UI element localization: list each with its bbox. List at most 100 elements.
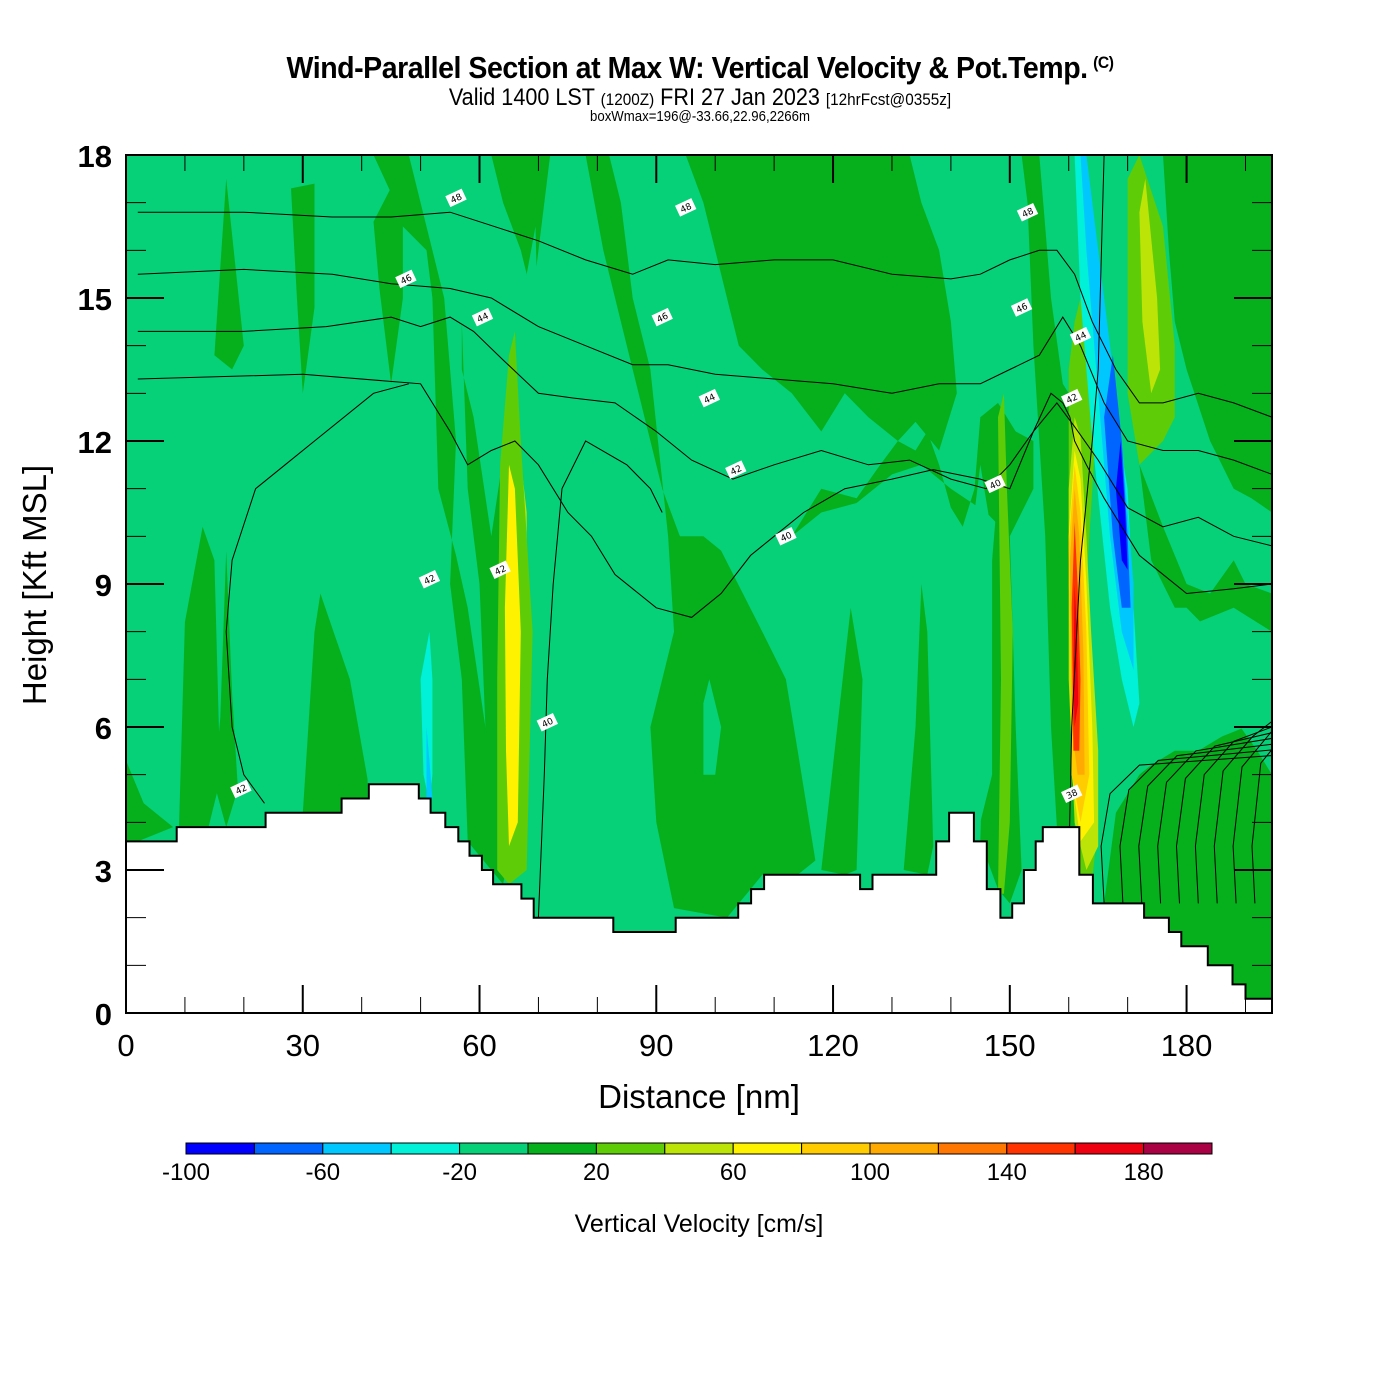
contour-label-text: 44 <box>476 311 491 325</box>
theta-contour-line <box>1100 755 1272 904</box>
velocity-region <box>685 155 957 451</box>
colorbar-swatch <box>322 1142 392 1155</box>
contour-label-text: 42 <box>729 464 744 478</box>
x-tick-labels: 0 30 60 90 120 150 180 <box>117 1028 1212 1063</box>
contour-label: 42 <box>230 779 252 799</box>
x-tick-label: 150 <box>984 1028 1036 1063</box>
y-tick-label: 12 <box>78 425 112 460</box>
x-tick-label: 0 <box>117 1028 134 1063</box>
colorbar-swatch <box>253 1142 324 1155</box>
velocity-region <box>573 488 633 823</box>
contour-label: 40 <box>984 474 1006 494</box>
velocity-region <box>1021 155 1081 828</box>
velocity-region <box>373 164 403 384</box>
contour-label-text: 46 <box>656 311 671 325</box>
theta-contour-line <box>225 383 409 804</box>
theta-contour-line <box>137 373 1272 618</box>
velocity-region <box>821 607 863 875</box>
contour-label-text: 40 <box>541 716 556 730</box>
chart-subtitle: Valid 1400 LST (1200Z) FRI 27 Jan 2023 [… <box>70 84 1330 112</box>
contour-label: 48 <box>445 188 467 208</box>
theta-contour-line <box>137 316 1272 547</box>
contour-label-text: 40 <box>988 478 1003 492</box>
contour-labels: 48 48 48 46 46 46 44 44 44 42 42 42 42 42 40 40 40 38 <box>230 188 1092 803</box>
x-tick-label: 120 <box>807 1028 859 1063</box>
velocity-region <box>1104 717 1272 999</box>
colorbar-swatch <box>937 1142 1008 1155</box>
velocity-region <box>126 760 174 842</box>
colorbar-tick-label: -20 <box>442 1159 477 1186</box>
contour-label-text: 48 <box>449 192 464 206</box>
velocity-region <box>903 584 934 875</box>
theta-contour-line <box>1251 709 1272 904</box>
y-tick-label: 3 <box>95 854 112 889</box>
colorbar-swatch <box>459 1142 529 1155</box>
copyright-mark: (C) <box>1093 53 1114 72</box>
velocity-region <box>302 593 368 813</box>
colorbar-tick-label: -60 <box>305 1159 340 1186</box>
contour-label: 46 <box>651 307 673 327</box>
contour-label: 42 <box>1061 388 1083 408</box>
theta-contour-line <box>1157 737 1272 904</box>
terrain-mask <box>125 783 1273 1014</box>
plot-frame <box>125 154 1273 1014</box>
velocity-region <box>1139 464 1272 632</box>
velocity-fills <box>126 155 1272 999</box>
colorbar-swatch <box>185 1142 255 1155</box>
contour-label: 40 <box>775 527 797 546</box>
velocity-region <box>585 155 816 918</box>
y-tick-label: 9 <box>95 568 112 603</box>
velocity-region <box>504 464 521 847</box>
theta-contour-line <box>1138 743 1272 904</box>
contour-label-text: 42 <box>1065 393 1080 407</box>
velocity-region <box>791 402 1034 537</box>
y-tick-label: 0 <box>95 997 112 1032</box>
contour-label-text: 42 <box>423 574 438 588</box>
contour-label: 40 <box>536 712 558 732</box>
theta-contour-line <box>1213 720 1272 904</box>
chart-title: Wind-Parallel Section at Max W: Vertical… <box>56 50 1344 86</box>
contour-label-text: 40 <box>779 531 794 545</box>
colorbar-tick-label: 20 <box>583 1159 610 1186</box>
contour-label-text: 46 <box>1015 302 1030 316</box>
velocity-region <box>179 526 221 828</box>
colorbar-swatch <box>869 1142 939 1155</box>
x-tick-label: 90 <box>639 1028 673 1063</box>
velocity-region <box>426 727 433 804</box>
contour-label-text: 42 <box>234 783 249 797</box>
velocity-region <box>1115 441 1128 570</box>
colorbar-swatch <box>732 1142 803 1155</box>
theta-contour-line <box>1194 726 1272 904</box>
velocity-region <box>1163 155 1272 513</box>
contour-label: 48 <box>675 198 697 217</box>
colorbar-title: Vertical Velocity [cm/s] <box>575 1210 824 1238</box>
contour-label: 42 <box>418 569 441 589</box>
contour-label-text: 44 <box>1074 330 1089 344</box>
colorbar-swatch <box>1074 1142 1145 1155</box>
plot-area: 48 48 48 46 46 46 44 44 44 42 42 42 42 42 40 40 40 38 <box>125 154 1273 1014</box>
valid-date: FRI 27 Jan 2023 <box>660 84 820 111</box>
colorbar-swatch <box>527 1142 597 1155</box>
contour-label: 44 <box>471 307 494 327</box>
x-tick-label: 180 <box>1161 1028 1213 1063</box>
colorbar-swatch <box>595 1142 666 1155</box>
colorbar-swatch <box>801 1142 871 1155</box>
box-info: boxWmax=196@-33.66,22.96,2266m <box>590 108 810 125</box>
y-tick-label: 18 <box>78 139 112 174</box>
forecast-info: [12hrFcst@0355z] <box>825 90 952 109</box>
y-tick-label: 6 <box>95 711 112 746</box>
contour-label-text: 46 <box>399 273 414 287</box>
title-text: Wind-Parallel Section at Max W: Vertical… <box>286 50 1089 85</box>
velocity-region <box>526 226 539 489</box>
contour-label-text: 48 <box>679 202 694 216</box>
theta-contour-line <box>137 211 1272 418</box>
velocity-region <box>998 393 1013 894</box>
colorbar-tick-label: 60 <box>720 1159 747 1186</box>
colorbar-tick-label: 100 <box>850 1159 890 1186</box>
contour-label: 44 <box>698 388 720 408</box>
velocity-region <box>373 155 498 870</box>
colorbar-swatch <box>1006 1142 1076 1155</box>
contour-label: 38 <box>1061 784 1083 803</box>
contour-label: 42 <box>489 560 511 579</box>
colorbar <box>185 1142 1213 1155</box>
